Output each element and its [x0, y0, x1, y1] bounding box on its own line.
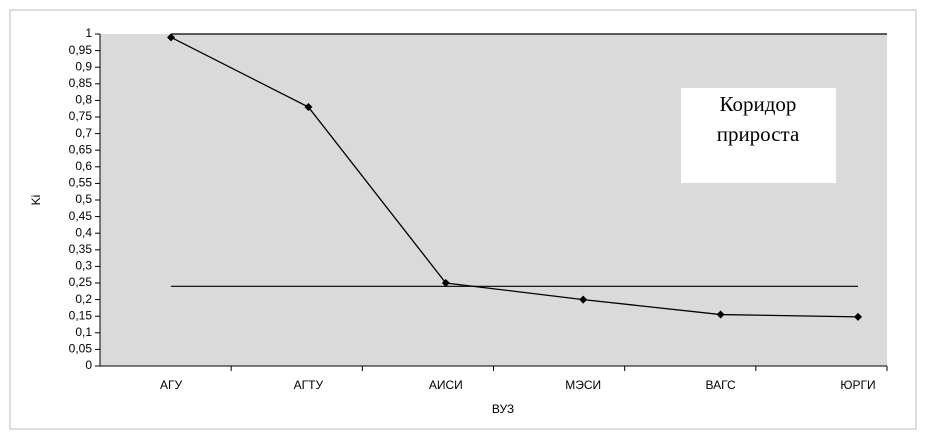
y-tick-label: 0,7: [75, 126, 92, 140]
y-tick-label: 0,25: [69, 275, 93, 289]
y-tick-label: 0,95: [69, 43, 93, 57]
y-tick-label: 0,75: [69, 109, 93, 123]
point-marker: [304, 103, 313, 112]
y-tick-label: 0,1: [75, 325, 92, 339]
y-tick-label: 0,05: [69, 342, 93, 356]
series-line: [170, 36, 859, 318]
plot-area: [100, 34, 887, 366]
x-tick-label: ВАГС: [705, 378, 736, 392]
y-tick-label: 0,4: [75, 225, 92, 239]
point-marker: [716, 310, 725, 319]
y-tick-label: 0: [85, 358, 92, 372]
annotation-text: Коридор: [720, 92, 797, 116]
point-marker: [167, 33, 175, 42]
y-tick-label: 0,55: [69, 176, 93, 190]
x-tick-label: АГУ: [160, 378, 183, 392]
x-tick-label: МЭСИ: [565, 378, 601, 392]
y-tick-label: 0,85: [69, 76, 93, 90]
y-tick-label: 0,2: [75, 292, 92, 306]
annotation-text: прироста: [717, 122, 800, 146]
point-marker: [441, 279, 450, 287]
point-marker: [579, 295, 588, 304]
point-marker: [854, 312, 862, 321]
y-tick-label: 0,8: [75, 93, 92, 107]
y-tick-label: 0,15: [69, 308, 93, 322]
y-tick-label: 1: [85, 26, 92, 40]
x-axis-label: ВУЗ: [492, 402, 514, 416]
y-tick-label: 0,45: [69, 209, 93, 223]
x-tick-label: ЮРГИ: [840, 378, 875, 392]
x-tick-label: АГТУ: [294, 378, 324, 392]
y-tick-label: 0,3: [75, 259, 92, 273]
y-tick-label: 0,9: [75, 59, 92, 73]
y-tick-label: 0,65: [69, 142, 93, 156]
x-tick-label: АИСИ: [429, 378, 463, 392]
annotation-box: [681, 88, 836, 183]
y-tick-label: 0,6: [75, 159, 92, 173]
y-tick-label: 0,35: [69, 242, 93, 256]
y-tick-label: 0,5: [75, 192, 92, 206]
y-axis-label: Ki: [29, 195, 43, 206]
